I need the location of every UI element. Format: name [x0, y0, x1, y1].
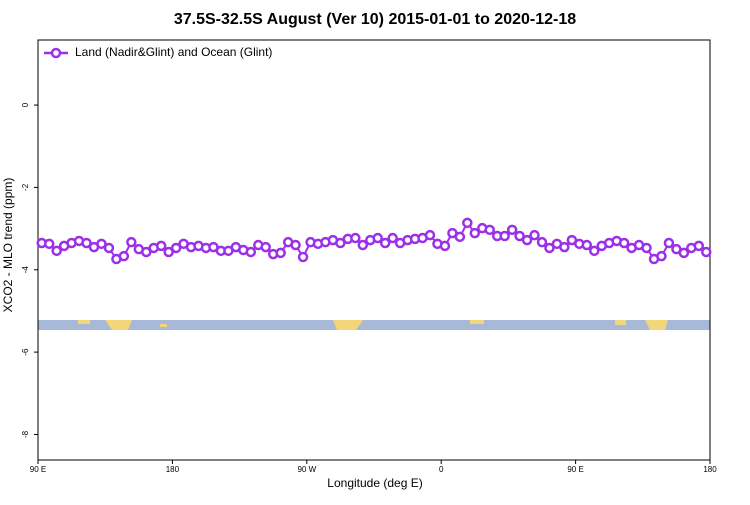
- data-point: [350, 232, 361, 244]
- x-axis-label: Longitude (deg E): [327, 476, 422, 490]
- data-point: [170, 242, 182, 254]
- data-point: [245, 246, 257, 258]
- data-point: [581, 239, 593, 251]
- legend-marker: [50, 47, 62, 59]
- data-point: [260, 241, 271, 253]
- x-tick-label: 180: [703, 465, 717, 474]
- data-point: [43, 238, 55, 250]
- data-point: [387, 232, 398, 244]
- data-point: [424, 229, 436, 241]
- data-point: [290, 239, 301, 251]
- data-point: [335, 237, 346, 249]
- data-point: [618, 237, 630, 249]
- data-point: [693, 240, 705, 252]
- data-point: [51, 245, 62, 257]
- legend-label: Land (Nadir&Glint) and Ocean (Glint): [75, 45, 272, 59]
- data-point: [462, 217, 473, 229]
- data-point: [521, 234, 533, 246]
- x-tick-label: 90 E: [567, 465, 583, 474]
- data-point: [506, 224, 518, 236]
- data-point: [469, 227, 481, 239]
- data-point: [454, 231, 466, 243]
- chart-title: 37.5S-32.5S August (Ver 10) 2015-01-01 t…: [174, 11, 576, 28]
- data-point: [641, 242, 652, 254]
- x-tick-label: 90 W: [297, 465, 316, 474]
- data-point: [275, 247, 286, 259]
- data-point: [439, 240, 451, 252]
- data-point: [663, 237, 675, 249]
- x-tick-label: 180: [166, 465, 180, 474]
- data-point: [126, 236, 137, 248]
- y-tick-label: -8: [21, 430, 30, 438]
- data-point: [118, 250, 130, 262]
- data-point: [529, 229, 540, 241]
- data-point: [357, 239, 369, 251]
- data-point: [589, 245, 600, 257]
- data-point: [678, 247, 690, 259]
- data-point: [379, 237, 391, 249]
- data-point: [559, 241, 570, 253]
- data-point: [297, 251, 309, 263]
- y-tick-label: -2: [21, 183, 30, 191]
- y-tick-label: -4: [21, 266, 30, 274]
- data-point: [103, 242, 115, 254]
- data-point: [372, 232, 383, 244]
- data-point: [514, 230, 525, 242]
- data-point: [484, 224, 495, 236]
- data-point: [656, 250, 667, 262]
- map-strip: [38, 320, 710, 330]
- data-point: [536, 236, 548, 248]
- data-point: [81, 237, 92, 249]
- data-point: [163, 246, 174, 258]
- x-tick-label: 0: [439, 465, 444, 474]
- data-point: [499, 230, 510, 242]
- data-point: [141, 246, 152, 258]
- y-tick-label: 0: [21, 102, 30, 107]
- data-point: [701, 246, 712, 258]
- y-axis-label: XCO2 - MLO trend (ppm): [1, 178, 15, 313]
- data-point: [544, 242, 555, 254]
- y-tick-label: -6: [21, 348, 30, 356]
- data-point: [96, 238, 107, 250]
- x-tick-label: 90 E: [30, 465, 46, 474]
- data-point: [155, 240, 167, 252]
